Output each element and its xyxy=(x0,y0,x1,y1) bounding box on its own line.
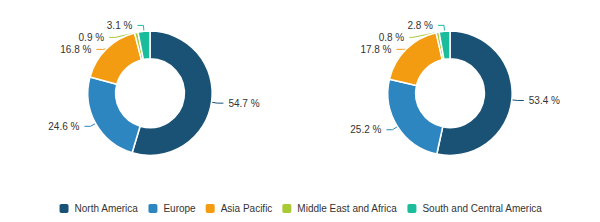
svg-text:Middle East and Africa: Middle East and Africa xyxy=(297,203,397,214)
svg-text:0.9 %: 0.9 % xyxy=(79,32,105,43)
svg-text:Europe: Europe xyxy=(163,203,196,214)
svg-text:25.2 %: 25.2 % xyxy=(350,124,381,135)
svg-text:North America: North America xyxy=(75,203,139,214)
svg-text:53.4 %: 53.4 % xyxy=(529,95,560,106)
svg-text:0.8 %: 0.8 % xyxy=(379,32,405,43)
svg-text:54.7 %: 54.7 % xyxy=(228,98,259,109)
svg-text:3.1 %: 3.1 % xyxy=(107,20,133,31)
svg-text:16.8 %: 16.8 % xyxy=(60,44,91,55)
svg-text:South and Central America: South and Central America xyxy=(422,203,542,214)
svg-text:Asia Pacific: Asia Pacific xyxy=(221,203,273,214)
svg-text:2.8 %: 2.8 % xyxy=(407,20,433,31)
svg-text:17.8 %: 17.8 % xyxy=(360,44,391,55)
svg-text:24.6 %: 24.6 % xyxy=(48,121,79,132)
